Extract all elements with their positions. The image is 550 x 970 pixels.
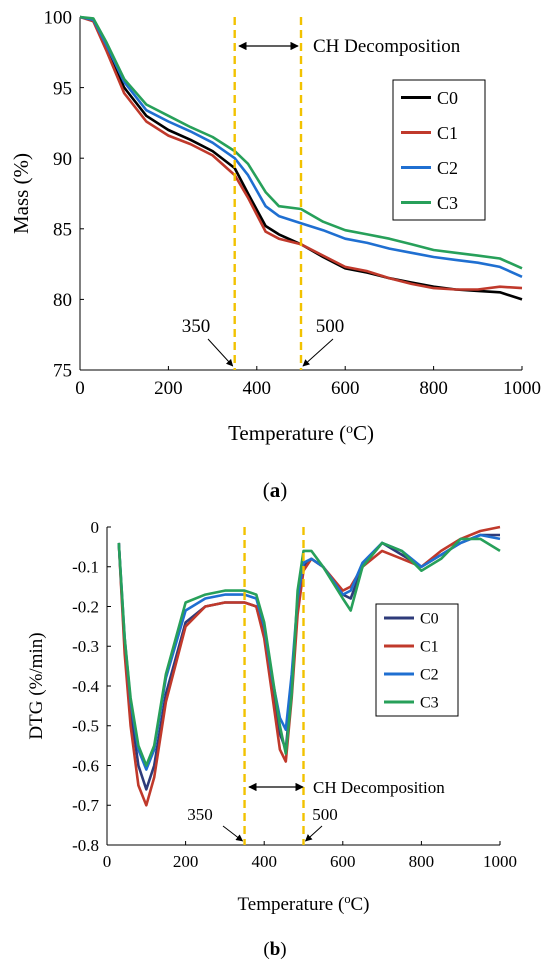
panel-label-close: ) (280, 478, 287, 502)
vline-arrow-500 (302, 338, 334, 367)
x-axis-label-unit: C) (353, 421, 374, 445)
y-tick-label: -0.8 (72, 836, 99, 855)
legend-entry-c0: C0 (420, 611, 439, 628)
y-tick-label: -0.6 (72, 756, 99, 775)
panel-label-letter: a (270, 478, 281, 502)
series-line-c2 (79, 15, 523, 278)
x-tick-label: 600 (330, 852, 356, 871)
x-axis-label: Temperature (oC) (238, 892, 370, 915)
y-axis-label: Mass (%) (9, 153, 33, 234)
panel-label-open: ( (263, 478, 270, 502)
x-tick-label: 200 (173, 852, 199, 871)
chart-panel-b: 0 200 400 600 800 1000 0 -0.1 -0.2 -0.3 -0.4 -0.5 -0… (26, 518, 517, 960)
x-axis-label-degree: o (344, 892, 350, 906)
panel-label: (a) (263, 478, 288, 502)
y-tick-label: -0.3 (72, 637, 99, 656)
x-tick-label: 400 (251, 852, 277, 871)
series-line-c3 (117, 537, 501, 767)
ch-decomposition-label: CH Decomposition (313, 36, 461, 57)
x-tick-label: 0 (103, 852, 112, 871)
y-tick-label: 90 (53, 149, 72, 170)
y-tick-label: -0.7 (72, 796, 99, 815)
series-line-c3 (79, 15, 523, 270)
vline-arrow-350 (207, 338, 234, 367)
vline-label-350: 350 (182, 316, 211, 337)
x-axis-label-main: Temperature ( (238, 894, 345, 915)
panel-label: (b) (263, 939, 286, 960)
x-tick-label: 200 (154, 378, 183, 399)
legend-entry-c2: C2 (437, 158, 458, 178)
series-line-c1 (79, 15, 523, 291)
series-line-c1 (117, 525, 501, 807)
vline-arrow-500 (304, 825, 323, 842)
vline-label-500: 500 (312, 805, 338, 824)
legend-box (392, 79, 486, 221)
legend-entry-c3: C3 (420, 695, 439, 712)
legend-entry-c2: C2 (420, 667, 439, 684)
x-tick-label: 1000 (503, 378, 541, 399)
x-tick-label: 0 (75, 378, 85, 399)
x-axis-label-unit: C) (350, 894, 369, 915)
y-tick-label: 95 (53, 78, 72, 99)
legend-box (375, 603, 459, 717)
y-tick-label: 80 (53, 290, 72, 311)
vline-arrow-350 (222, 825, 244, 842)
ch-decomposition-label: CH Decomposition (313, 778, 445, 797)
x-tick-label: 800 (409, 852, 435, 871)
vline-label-350: 350 (187, 805, 213, 824)
x-tick-label: 400 (243, 378, 272, 399)
x-tick-label: 1000 (483, 852, 517, 871)
y-tick-label: -0.4 (72, 677, 99, 696)
y-tick-label: -0.1 (72, 558, 99, 577)
x-axis-label-main: Temperature ( (228, 421, 346, 445)
chart-panel-a: 0 200 400 600 800 1000 75 80 85 90 95 100 Temperatur… (9, 8, 541, 502)
y-tick-label: -0.5 (72, 717, 99, 736)
x-axis-label-degree: o (346, 421, 353, 436)
y-tick-label: 0 (91, 518, 100, 537)
y-tick-label: -0.2 (72, 597, 99, 616)
legend-entry-c1: C1 (420, 639, 439, 656)
legend-entry-c0: C0 (437, 88, 458, 108)
vline-label-500: 500 (316, 316, 345, 337)
legend-entry-c3: C3 (437, 193, 458, 213)
x-axis-label: Temperature (oC) (228, 421, 374, 445)
x-tick-label: 600 (331, 378, 360, 399)
y-tick-label: 85 (53, 219, 72, 240)
panel-label-letter: b (270, 939, 281, 960)
panel-label-close: ) (280, 939, 286, 960)
x-tick-label: 800 (419, 378, 448, 399)
y-axis-label: DTG (%/min) (26, 632, 47, 739)
panel-label-open: ( (263, 939, 269, 960)
y-tick-label: 100 (44, 8, 73, 29)
y-tick-label: 75 (53, 361, 72, 382)
legend-entry-c1: C1 (437, 123, 458, 143)
